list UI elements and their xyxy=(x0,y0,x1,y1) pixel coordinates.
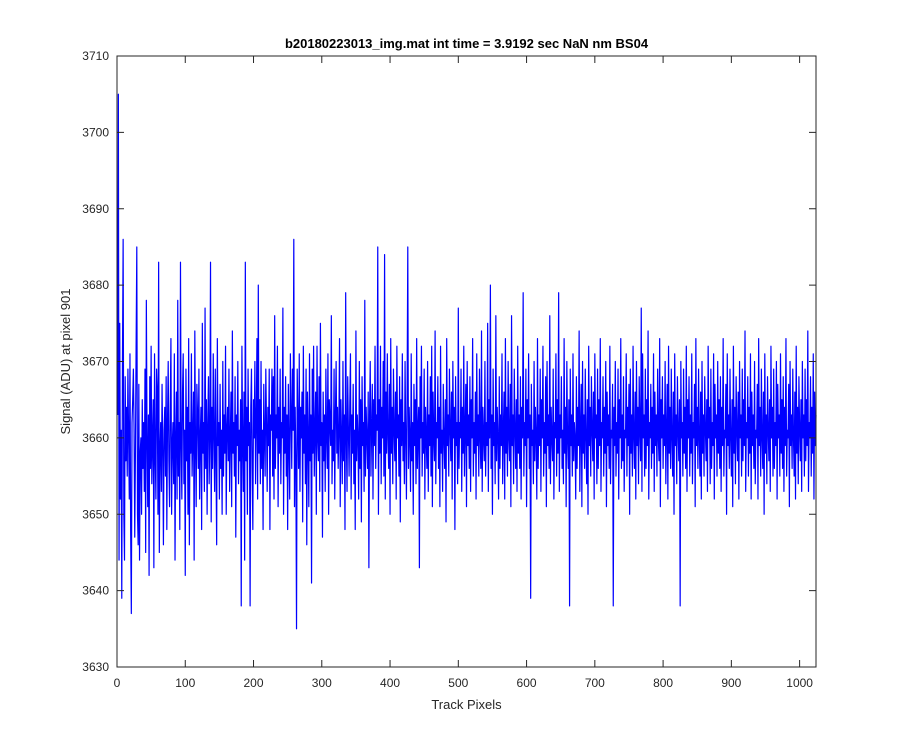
x-tick-label: 900 xyxy=(721,676,741,690)
y-axis-label: Signal (ADU) at pixel 901 xyxy=(58,289,73,435)
x-tick-label: 0 xyxy=(114,676,121,690)
x-tick-label: 100 xyxy=(175,676,195,690)
y-tick-label: 3680 xyxy=(82,278,109,292)
x-tick-label: 1000 xyxy=(786,676,813,690)
chart-title: b20180223013_img.mat int time = 3.9192 s… xyxy=(285,36,649,51)
y-tick-label: 3650 xyxy=(82,507,109,521)
x-tick-label: 200 xyxy=(244,676,264,690)
y-tick-label: 3710 xyxy=(82,49,109,63)
x-tick-label: 400 xyxy=(380,676,400,690)
y-tick-label: 3630 xyxy=(82,660,109,674)
x-tick-label: 800 xyxy=(653,676,673,690)
plot-area xyxy=(117,56,816,667)
y-tick-label: 3670 xyxy=(82,355,109,369)
y-tick-label: 3660 xyxy=(82,431,109,445)
y-axis: 3630 3640 3650 3660 3670 3680 3690 3700 3710 xyxy=(82,49,816,674)
x-tick-label: 600 xyxy=(517,676,537,690)
x-axis: 0 100 200 300 400 500 600 700 800 900 1000 xyxy=(114,56,813,690)
y-tick-label: 3640 xyxy=(82,584,109,598)
x-tick-label: 500 xyxy=(448,676,468,690)
series-line-signal xyxy=(117,93,817,630)
y-tick-label: 3700 xyxy=(82,125,109,139)
x-tick-label: 300 xyxy=(312,676,332,690)
y-tick-label: 3690 xyxy=(82,202,109,216)
x-tick-label: 700 xyxy=(585,676,605,690)
x-axis-label: Track Pixels xyxy=(431,697,502,712)
